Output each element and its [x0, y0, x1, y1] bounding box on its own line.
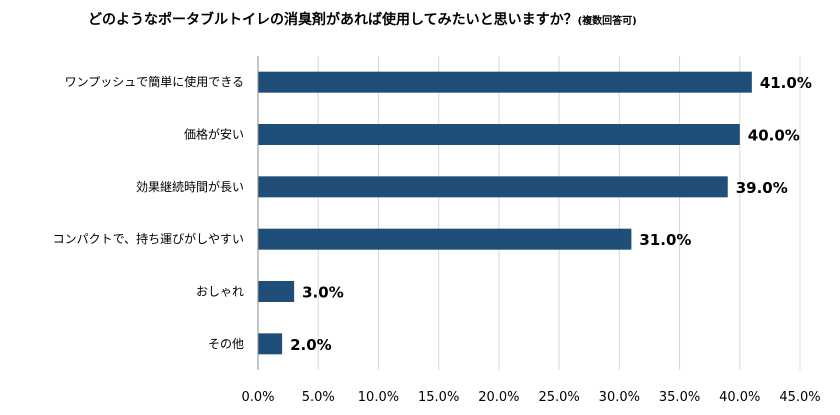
x-tick-label: 35.0% — [659, 390, 700, 405]
chart-title: どのようなポータブルトイレの消臭剤があれば使用してみたいと思いますか？(複数回答… — [88, 11, 637, 28]
value-label: 31.0% — [639, 231, 691, 249]
value-label: 41.0% — [760, 74, 812, 92]
labels-layer: ワンプッシュで簡単に使用できる 41.0% 価格が安い 40.0% 効果継続時間が長い 3… — [53, 74, 812, 354]
bar — [258, 333, 283, 355]
axis-layer: 0.0% 5.0% 10.0% 15.0% 20.0% 25.0% 30.0% 35.0% 40… — [241, 56, 821, 405]
category-label: 効果継続時間が長い — [136, 179, 244, 194]
x-tick-label: 0.0% — [241, 390, 274, 405]
x-tick-label: 25.0% — [538, 390, 579, 405]
x-tick-label: 45.0% — [779, 390, 820, 405]
bars-layer — [258, 71, 752, 355]
category-label: 価格が安い — [184, 127, 244, 142]
bar — [258, 71, 752, 93]
bar — [258, 228, 632, 250]
value-label: 3.0% — [302, 284, 344, 302]
value-label: 2.0% — [290, 336, 332, 354]
bar — [258, 176, 728, 198]
x-tick-label: 5.0% — [302, 390, 335, 405]
chart-subtitle: (複数回答可) — [578, 14, 637, 27]
grid-layer — [317, 56, 801, 370]
x-tick-label: 15.0% — [418, 390, 459, 405]
x-tick-label: 20.0% — [478, 390, 519, 405]
category-label: ワンプッシュで簡単に使用できる — [65, 74, 244, 89]
bar — [258, 281, 295, 302]
chart-title-main: どのようなポータブルトイレの消臭剤があれば使用してみたいと思いますか？ — [88, 11, 578, 28]
value-label: 40.0% — [748, 127, 800, 145]
x-tick-label: 30.0% — [599, 390, 640, 405]
bar — [258, 124, 740, 145]
category-label: その他 — [208, 337, 244, 351]
x-tick-label: 40.0% — [719, 390, 760, 405]
category-label: おしゃれ — [196, 285, 244, 299]
x-tick-label: 10.0% — [358, 390, 399, 405]
value-label: 39.0% — [736, 179, 788, 197]
category-label: コンパクトで、持ち運びがしやすい — [53, 231, 244, 246]
